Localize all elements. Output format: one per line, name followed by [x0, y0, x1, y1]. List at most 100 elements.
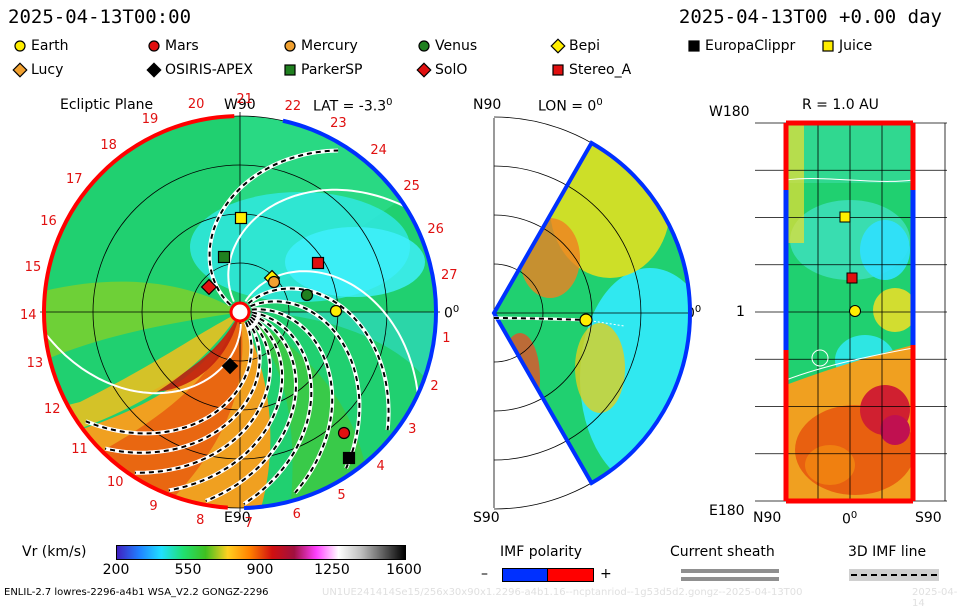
legend-earth: Earth — [12, 38, 69, 54]
venus-marker — [300, 288, 314, 302]
carrington-number: 5 — [337, 487, 346, 503]
stereo-a-marker — [311, 256, 325, 270]
timestamp-right: 2025-04-13T00 +0.00 day — [678, 6, 942, 28]
carrington-number: 16 — [40, 213, 57, 229]
europaclippr-marker — [342, 451, 356, 465]
legend-label: Juice — [839, 38, 873, 54]
carrington-number: 25 — [403, 179, 420, 195]
meridional-lon-label: LON = 00 — [538, 97, 603, 115]
footer-left: ENLIL-2.7 lowres-2296-a4b1 WSA_V2.2 GONG… — [4, 587, 269, 598]
mars-legend-marker — [148, 40, 160, 52]
ecliptic-lat-label: LAT = -3.30 — [313, 97, 393, 115]
carrington-number: 17 — [65, 172, 83, 188]
carrington-number: 10 — [107, 475, 124, 491]
carrington-number: 19 — [141, 112, 159, 128]
ecliptic-bottom-label: E90 — [224, 510, 251, 526]
legend-juice: Juice — [820, 38, 872, 54]
stereo-a-legend-marker — [552, 64, 564, 76]
carrington-number: 14 — [20, 308, 37, 324]
legend-mars: Mars — [146, 38, 199, 54]
sphere-bottom-0: 00 — [842, 510, 858, 528]
juice-marker — [234, 211, 248, 225]
carrington-number: 13 — [26, 356, 44, 372]
carrington-number: 8 — [196, 512, 205, 528]
current-sheath-swatch — [681, 569, 779, 573]
legend-label: Stereo_A — [569, 62, 632, 78]
parkersp-legend-marker — [284, 64, 296, 76]
imf-plus: + — [600, 566, 612, 582]
carrington-number: 9 — [149, 499, 158, 515]
mercury-marker — [267, 275, 281, 289]
legend-label: ParkerSP — [301, 62, 363, 78]
current-sheath-swatch-2 — [681, 577, 779, 581]
meridional-plot — [491, 116, 692, 510]
legend-label: Mercury — [301, 38, 358, 54]
solo-marker — [200, 278, 218, 296]
carrington-number: 2 — [430, 378, 439, 394]
ecliptic-top-label: W90 — [224, 97, 256, 113]
carrington-number: 7 — [244, 515, 253, 531]
legend-mercury: Mercury — [282, 38, 358, 54]
timestamp-left: 2025-04-13T00:00 — [8, 6, 192, 28]
colorbar-tick-label: 200 — [102, 562, 130, 578]
imf-positive-swatch — [547, 568, 594, 582]
earth-legend-marker — [14, 40, 26, 52]
legend-label: Earth — [31, 38, 69, 54]
colorbar-label: Vr (km/s) — [22, 544, 87, 560]
carrington-number: 15 — [24, 259, 42, 275]
osiris-apex-legend-marker — [146, 62, 162, 78]
lucy-legend-marker — [12, 62, 28, 78]
sphere-mid-left: 1 — [736, 304, 745, 320]
legend-solo: SolO — [416, 62, 467, 78]
legend-label: Mars — [165, 38, 199, 54]
carrington-number: 3 — [408, 422, 417, 437]
sphere-bottom-n90: N90 — [753, 510, 782, 526]
sphere-bottom-s90: S90 — [915, 510, 942, 526]
legend-parkersp: ParkerSP — [282, 62, 362, 78]
imf-negative-swatch — [502, 568, 549, 582]
earth-marker — [329, 304, 343, 318]
colorbar-tick-label: 900 — [246, 562, 274, 578]
osiris-apex-marker — [221, 357, 239, 375]
carrington-number: 11 — [71, 442, 88, 458]
legend-stereo-a: Stereo_A — [550, 62, 631, 78]
legend-lucy: Lucy — [12, 62, 63, 78]
current-sheath-label: Current sheath — [670, 544, 775, 560]
ecliptic-right-label: 00 — [444, 304, 460, 322]
imf-minus: – — [481, 566, 488, 582]
legend-label: Bepi — [569, 38, 600, 54]
mercury-legend-marker — [284, 40, 296, 52]
sphere-top-left: W180 — [709, 104, 750, 120]
carrington-number: 27 — [440, 268, 458, 284]
carrington-number: 23 — [330, 116, 347, 132]
legend-label: OSIRIS-APEX — [165, 62, 253, 78]
parkersp-marker — [217, 250, 231, 264]
ecliptic-plot — [40, 112, 440, 512]
meridional-top-label: N90 — [473, 97, 502, 113]
legend-europaclippr: EuropaClippr — [686, 38, 795, 54]
carrington-number: 24 — [370, 143, 387, 159]
carrington-number: 21 — [236, 92, 253, 108]
europaclippr-legend-marker — [688, 40, 700, 52]
colorbar — [116, 545, 406, 560]
colorbar-tick-label: 1600 — [386, 562, 422, 578]
legend-label: Lucy — [31, 62, 64, 78]
carrington-number: 12 — [43, 401, 61, 417]
carrington-number: 4 — [376, 459, 385, 475]
venus-legend-marker — [418, 40, 430, 52]
imf-polarity-label: IMF polarity — [500, 544, 583, 560]
carrington-number: 22 — [284, 98, 302, 114]
bepi-legend-marker — [550, 38, 566, 54]
legend-bepi: Bepi — [550, 38, 600, 54]
footer-right-date: 2025-04-14 — [912, 587, 958, 609]
meridional-bottom-label: S90 — [473, 510, 500, 526]
legend-osiris-apex: OSIRIS-APEX — [146, 62, 253, 78]
legend-label: Venus — [435, 38, 478, 54]
footer-right-faded: UN1UE241414Se15/256x30x90x1.2296-a4b1.16… — [322, 587, 803, 598]
imf-line-label: 3D IMF line — [848, 544, 927, 560]
ecliptic-title: Ecliptic Plane — [60, 97, 154, 113]
mars-marker — [337, 426, 351, 440]
solo-legend-marker — [416, 62, 432, 78]
sphere-title: R = 1.0 AU — [802, 97, 879, 113]
sphere-plot — [755, 120, 947, 504]
